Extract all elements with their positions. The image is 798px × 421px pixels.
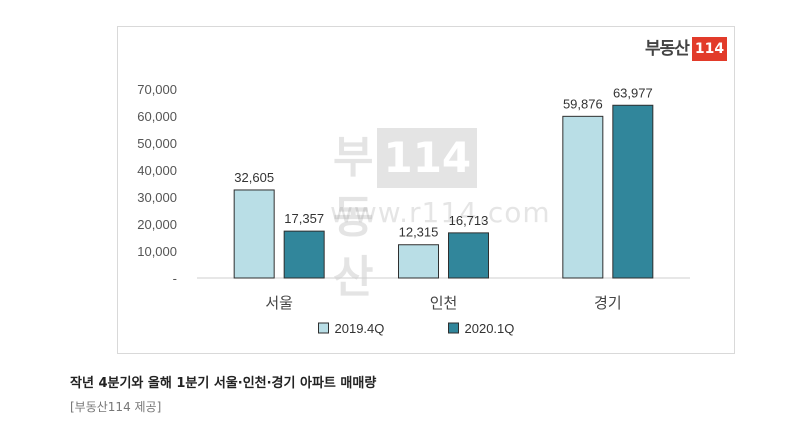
x-tick-label: 경기: [594, 294, 622, 312]
bar-2019.4Q-인천: [398, 244, 439, 279]
data-label: 63,977: [613, 85, 653, 100]
y-tick-label: 60,000: [137, 109, 177, 124]
y-tick-label: 10,000: [137, 244, 177, 259]
legend-label: 2020.1Q: [465, 321, 515, 336]
bar-2020.1Q-인천: [448, 232, 489, 279]
y-tick-label: -: [173, 271, 177, 286]
bar-2020.1Q-경기: [612, 104, 654, 279]
bar-2020.1Q-서울: [283, 230, 325, 279]
data-label: 16,713: [449, 213, 489, 228]
legend-swatch: [448, 322, 459, 334]
y-tick-label: 70,000: [137, 82, 177, 97]
y-tick-label: 40,000: [137, 163, 177, 178]
chart-caption: 작년 4분기와 올해 1분기 서울·인천·경기 아파트 매매량: [70, 376, 377, 391]
x-tick-label: 인천: [430, 294, 458, 312]
data-label: 17,357: [284, 211, 324, 226]
brand-logo: 부동산 114: [645, 37, 728, 61]
legend-label: 2019.4Q: [335, 321, 385, 336]
data-label: 12,315: [399, 225, 439, 240]
data-label: 59,876: [563, 96, 603, 111]
logo-number: 114: [691, 37, 728, 61]
y-tick-label: 30,000: [137, 190, 177, 205]
y-tick-label: 50,000: [137, 136, 177, 151]
bar-2019.4Q-서울: [233, 189, 275, 279]
x-tick-label: 서울: [265, 294, 293, 312]
logo-text: 부동산: [645, 39, 690, 59]
chart-source: [부동산114 제공]: [70, 400, 162, 414]
data-label: 32,605: [234, 170, 274, 185]
legend-swatch: [318, 322, 329, 334]
bar-2019.4Q-경기: [562, 115, 604, 279]
y-tick-label: 20,000: [137, 217, 177, 232]
